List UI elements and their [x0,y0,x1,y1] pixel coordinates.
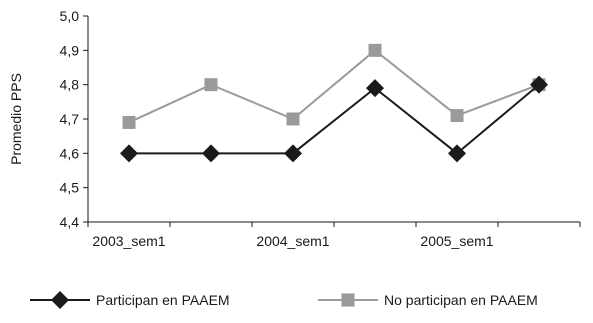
x-ticks: 2003_sem1 2004_sem1 2005_sem1 [87,222,581,249]
data-point [448,144,466,163]
data-point [366,79,384,98]
legend-item: No participan en PAAEM [318,292,538,308]
data-point [122,115,136,129]
y-tick-label: 4,4 [60,214,80,230]
x-axis: 2003_sem1 2004_sem1 2005_sem1 [87,221,581,249]
y-tick-label: 4,8 [60,77,80,93]
series-line [128,49,540,124]
legend-label: Participan en PAAEM [96,292,230,308]
y-tick-label: 4,6 [60,145,80,161]
x-tick-label: 2003_sem1 [92,233,165,249]
y-tick-label: 4,7 [60,111,80,127]
y-axis-title: Promedio PPS [8,73,24,165]
data-point [450,109,464,123]
y-tick-label: 4,5 [60,180,80,196]
y-axis: 5,0 4,9 4,8 4,7 4,6 4,5 4,4 [60,8,89,230]
series-no-participan [122,43,546,129]
legend-marker [341,293,355,307]
series-layer [120,43,548,163]
x-tick-label: 2004_sem1 [256,233,329,249]
y-ticks: 5,0 4,9 4,8 4,7 4,6 4,5 4,4 [60,8,88,230]
data-point [202,144,220,163]
x-tick-label: 2005_sem1 [420,233,493,249]
y-tick-label: 4,9 [60,42,80,58]
series-participan [120,75,548,163]
data-point [204,78,218,92]
legend-marker [51,291,69,309]
data-point [120,144,138,163]
data-point [368,43,382,57]
series-line [129,83,540,155]
legend-label: No participan en PAAEM [384,292,538,308]
legend: Participan en PAAEM No participan en PAAE… [30,291,538,309]
legend-item: Participan en PAAEM [30,291,230,309]
data-point [530,75,548,94]
y-tick-label: 5,0 [60,8,80,24]
data-point [284,144,302,163]
data-point [286,112,300,126]
